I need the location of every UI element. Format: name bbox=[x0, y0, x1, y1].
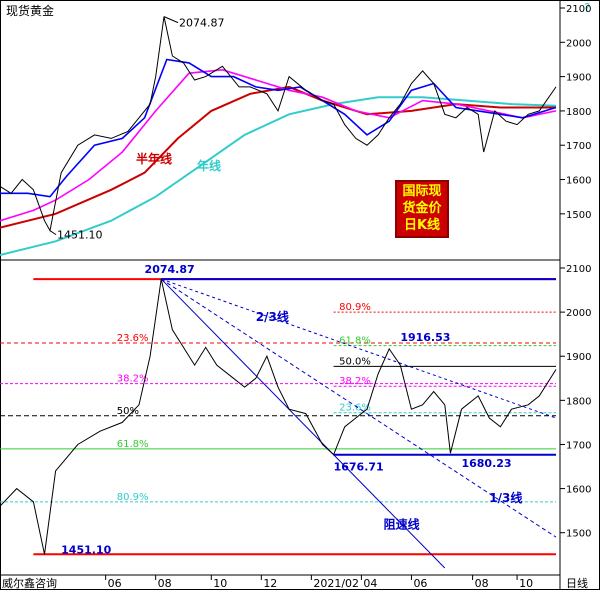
fib-level-label: 50.0% bbox=[339, 356, 371, 367]
fib-level-label: 61.8% bbox=[339, 336, 371, 347]
fib-level-label: 50% bbox=[117, 406, 139, 417]
footer-brand: 威尔鑫咨询 bbox=[2, 576, 57, 590]
y-tick-label: 1500 bbox=[566, 210, 591, 221]
y-tick-label: 2100 bbox=[566, 264, 591, 275]
y-tick-label: 1700 bbox=[566, 440, 591, 451]
time-axis-labels: 06 08 10 12 2021/02 04 06 08 10 bbox=[105, 575, 533, 590]
two-thirds-label: 2/3线 bbox=[256, 309, 289, 324]
x-tick-label: 04 bbox=[363, 577, 377, 590]
y-tick-label: 2100 bbox=[566, 4, 591, 15]
chart-title: 现货黄金 bbox=[6, 3, 54, 18]
one-third-label: 1/3线 bbox=[489, 490, 522, 505]
corner-mark: ? bbox=[584, 1, 590, 15]
two-thirds-line bbox=[161, 278, 557, 419]
x-tick-label: 10 bbox=[213, 577, 227, 590]
year-line-label: 年线 bbox=[197, 158, 221, 173]
series-ma_short-line bbox=[0, 58, 557, 198]
resistance-line bbox=[160, 278, 446, 569]
low-pointer bbox=[49, 230, 57, 236]
sub-peak-label: 1916.53 bbox=[400, 331, 450, 344]
x-tick-label: 10 bbox=[519, 577, 533, 590]
series-year-line bbox=[0, 96, 557, 256]
y-tick-label: 1700 bbox=[566, 141, 591, 152]
series-half_year-line bbox=[0, 85, 556, 229]
fib-levels: 80.9% 23.6% 61.8% 50.0% 38.2% 38.2% 23.6% 50% 61… bbox=[0, 278, 556, 556]
stamp-line-1: 国际现 bbox=[402, 184, 441, 199]
low-label: 1451.10 bbox=[57, 229, 103, 242]
top-axis-ticks: 1500 1600 1700 1800 1900 2000 2100 bbox=[560, 4, 591, 221]
y-tick-label: 1900 bbox=[566, 352, 591, 363]
stamp-background bbox=[395, 180, 449, 238]
x-tick-label: 2021/02 bbox=[313, 577, 359, 590]
bottom-axis-ticks: 1500 1600 1700 1800 1900 2000 2100 bbox=[560, 264, 591, 540]
speed-resistance-fan bbox=[160, 278, 557, 569]
fib-level-label: 80.9% bbox=[117, 492, 149, 503]
high-pointer bbox=[163, 16, 179, 24]
x-tick-label: 08 bbox=[158, 577, 172, 590]
trough-label-1: 1676.71 bbox=[334, 461, 384, 474]
x-tick-label: 06 bbox=[413, 577, 427, 590]
fib-level-label: 80.9% bbox=[339, 302, 371, 313]
y-tick-label: 1600 bbox=[566, 485, 591, 496]
bottom-series-group bbox=[0, 278, 557, 555]
x-tick-label: 12 bbox=[263, 577, 277, 590]
period-label: 日线 bbox=[566, 576, 588, 590]
x-tick-label: 08 bbox=[475, 577, 489, 590]
y-tick-label: 1800 bbox=[566, 396, 591, 407]
peak-label: 2074.87 bbox=[145, 263, 195, 276]
fib-level-label: 38.2% bbox=[339, 376, 371, 387]
trough-label-2: 1680.23 bbox=[461, 457, 511, 470]
y-tick-label: 1900 bbox=[566, 73, 591, 84]
stamp-line-2: 货金价 bbox=[402, 200, 442, 216]
y-tick-label: 2000 bbox=[566, 308, 591, 319]
series-ma_mid-line bbox=[0, 68, 557, 222]
fib-level-label: 38.2% bbox=[117, 374, 149, 385]
y-tick-label: 1600 bbox=[566, 176, 591, 187]
price-stamp: 国际现 货金价 日K线 bbox=[395, 180, 449, 238]
y-tick-label: 1500 bbox=[566, 529, 591, 540]
fib-level-label: 23.6% bbox=[117, 333, 149, 344]
fib-level-label: 61.8% bbox=[117, 439, 149, 450]
series-price-line bbox=[0, 278, 557, 555]
low-label: 1451.10 bbox=[61, 543, 111, 556]
fib-level-label: 23.6% bbox=[339, 403, 371, 414]
y-tick-label: 2000 bbox=[566, 38, 591, 49]
bottom-annotations: 2074.87 1916.53 1676.71 1680.23 1451.10 2/3线 1… bbox=[61, 263, 522, 556]
series-price-line bbox=[0, 16, 557, 233]
x-tick-label: 06 bbox=[108, 577, 122, 590]
top-annotations: 2074.87 1451.10 半年线 年线 bbox=[49, 16, 225, 242]
top-series-group bbox=[0, 16, 557, 256]
one-third-line bbox=[160, 278, 557, 538]
high-label: 2074.87 bbox=[179, 17, 225, 30]
half-year-label: 半年线 bbox=[136, 151, 172, 166]
stamp-line-3: 日K线 bbox=[404, 217, 440, 233]
resistance-label: 阻速线 bbox=[384, 516, 420, 531]
y-tick-label: 1800 bbox=[566, 107, 591, 118]
